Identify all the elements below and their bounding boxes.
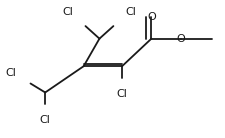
Text: Cl: Cl (40, 115, 50, 125)
Text: Cl: Cl (125, 7, 136, 17)
Text: Cl: Cl (6, 68, 17, 78)
Text: Cl: Cl (62, 7, 73, 17)
Text: Cl: Cl (116, 89, 127, 99)
Text: O: O (146, 12, 155, 22)
Text: O: O (176, 34, 184, 44)
